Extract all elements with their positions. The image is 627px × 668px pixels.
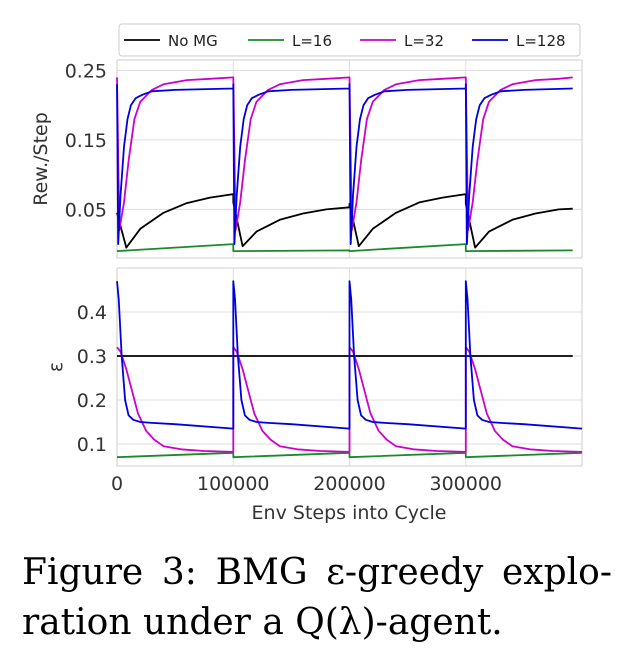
reward-line-l-16 [116, 243, 573, 252]
epsilon-line-l-16 [116, 451, 583, 459]
epsilon-line-l-128 [116, 280, 583, 430]
figure: No MG L=16 L=32 L=128 0.05 0.15 0.25 Rew./… [30, 23, 583, 524]
x-tick-label: 100000 [197, 473, 270, 495]
legend-label-no-mg: No MG [168, 32, 218, 50]
legend: No MG L=16 L=32 L=128 [118, 23, 581, 57]
epsilon-y-tick-label: 0.2 [77, 390, 107, 412]
reward-y-tick-label: 0.15 [65, 130, 107, 152]
x-axis-label: Env Steps into Cycle [252, 502, 447, 524]
legend-label-l16: L=16 [292, 32, 332, 50]
reward-y-axis-label: Rew./Step [30, 112, 52, 206]
reward-y-ticks: 0.05 0.15 0.25 [65, 60, 107, 221]
legend-label-l128: L=128 [516, 32, 566, 50]
x-tick-label: 0 [111, 473, 123, 495]
reward-y-tick-label: 0.25 [65, 60, 107, 82]
epsilon-series [116, 280, 583, 459]
epsilon-panel: 0.1 0.2 0.3 0.4 0 100000 200000 300000 ε Env S… [45, 267, 583, 524]
epsilon-y-tick-label: 0.4 [77, 302, 107, 324]
figure-caption: Figure 3: BMG ε-greedy explo- ration und… [22, 548, 612, 648]
epsilon-y-ticks: 0.1 0.2 0.3 0.4 [77, 302, 107, 456]
x-tick-label: 300000 [429, 473, 502, 495]
caption-line-2: ration under a Q(λ)-agent. [22, 602, 503, 643]
reward-y-tick-label: 0.05 [65, 199, 107, 221]
legend-label-l32: L=32 [404, 32, 444, 50]
legend-frame [118, 23, 581, 57]
reward-line-l-128 [116, 83, 573, 245]
epsilon-x-ticks: 0 100000 200000 300000 [111, 473, 502, 495]
reward-series [116, 76, 573, 252]
epsilon-y-tick-label: 0.1 [77, 434, 107, 456]
epsilon-y-tick-label: 0.3 [77, 346, 107, 368]
reward-line-no-mg [116, 193, 573, 249]
reward-panel: 0.05 0.15 0.25 Rew./Step [30, 59, 583, 259]
epsilon-y-axis-label: ε [45, 362, 67, 372]
x-tick-label: 200000 [313, 473, 386, 495]
caption-line-1: Figure 3: BMG ε-greedy explo- [22, 552, 612, 593]
reward-line-l-32 [116, 76, 573, 232]
